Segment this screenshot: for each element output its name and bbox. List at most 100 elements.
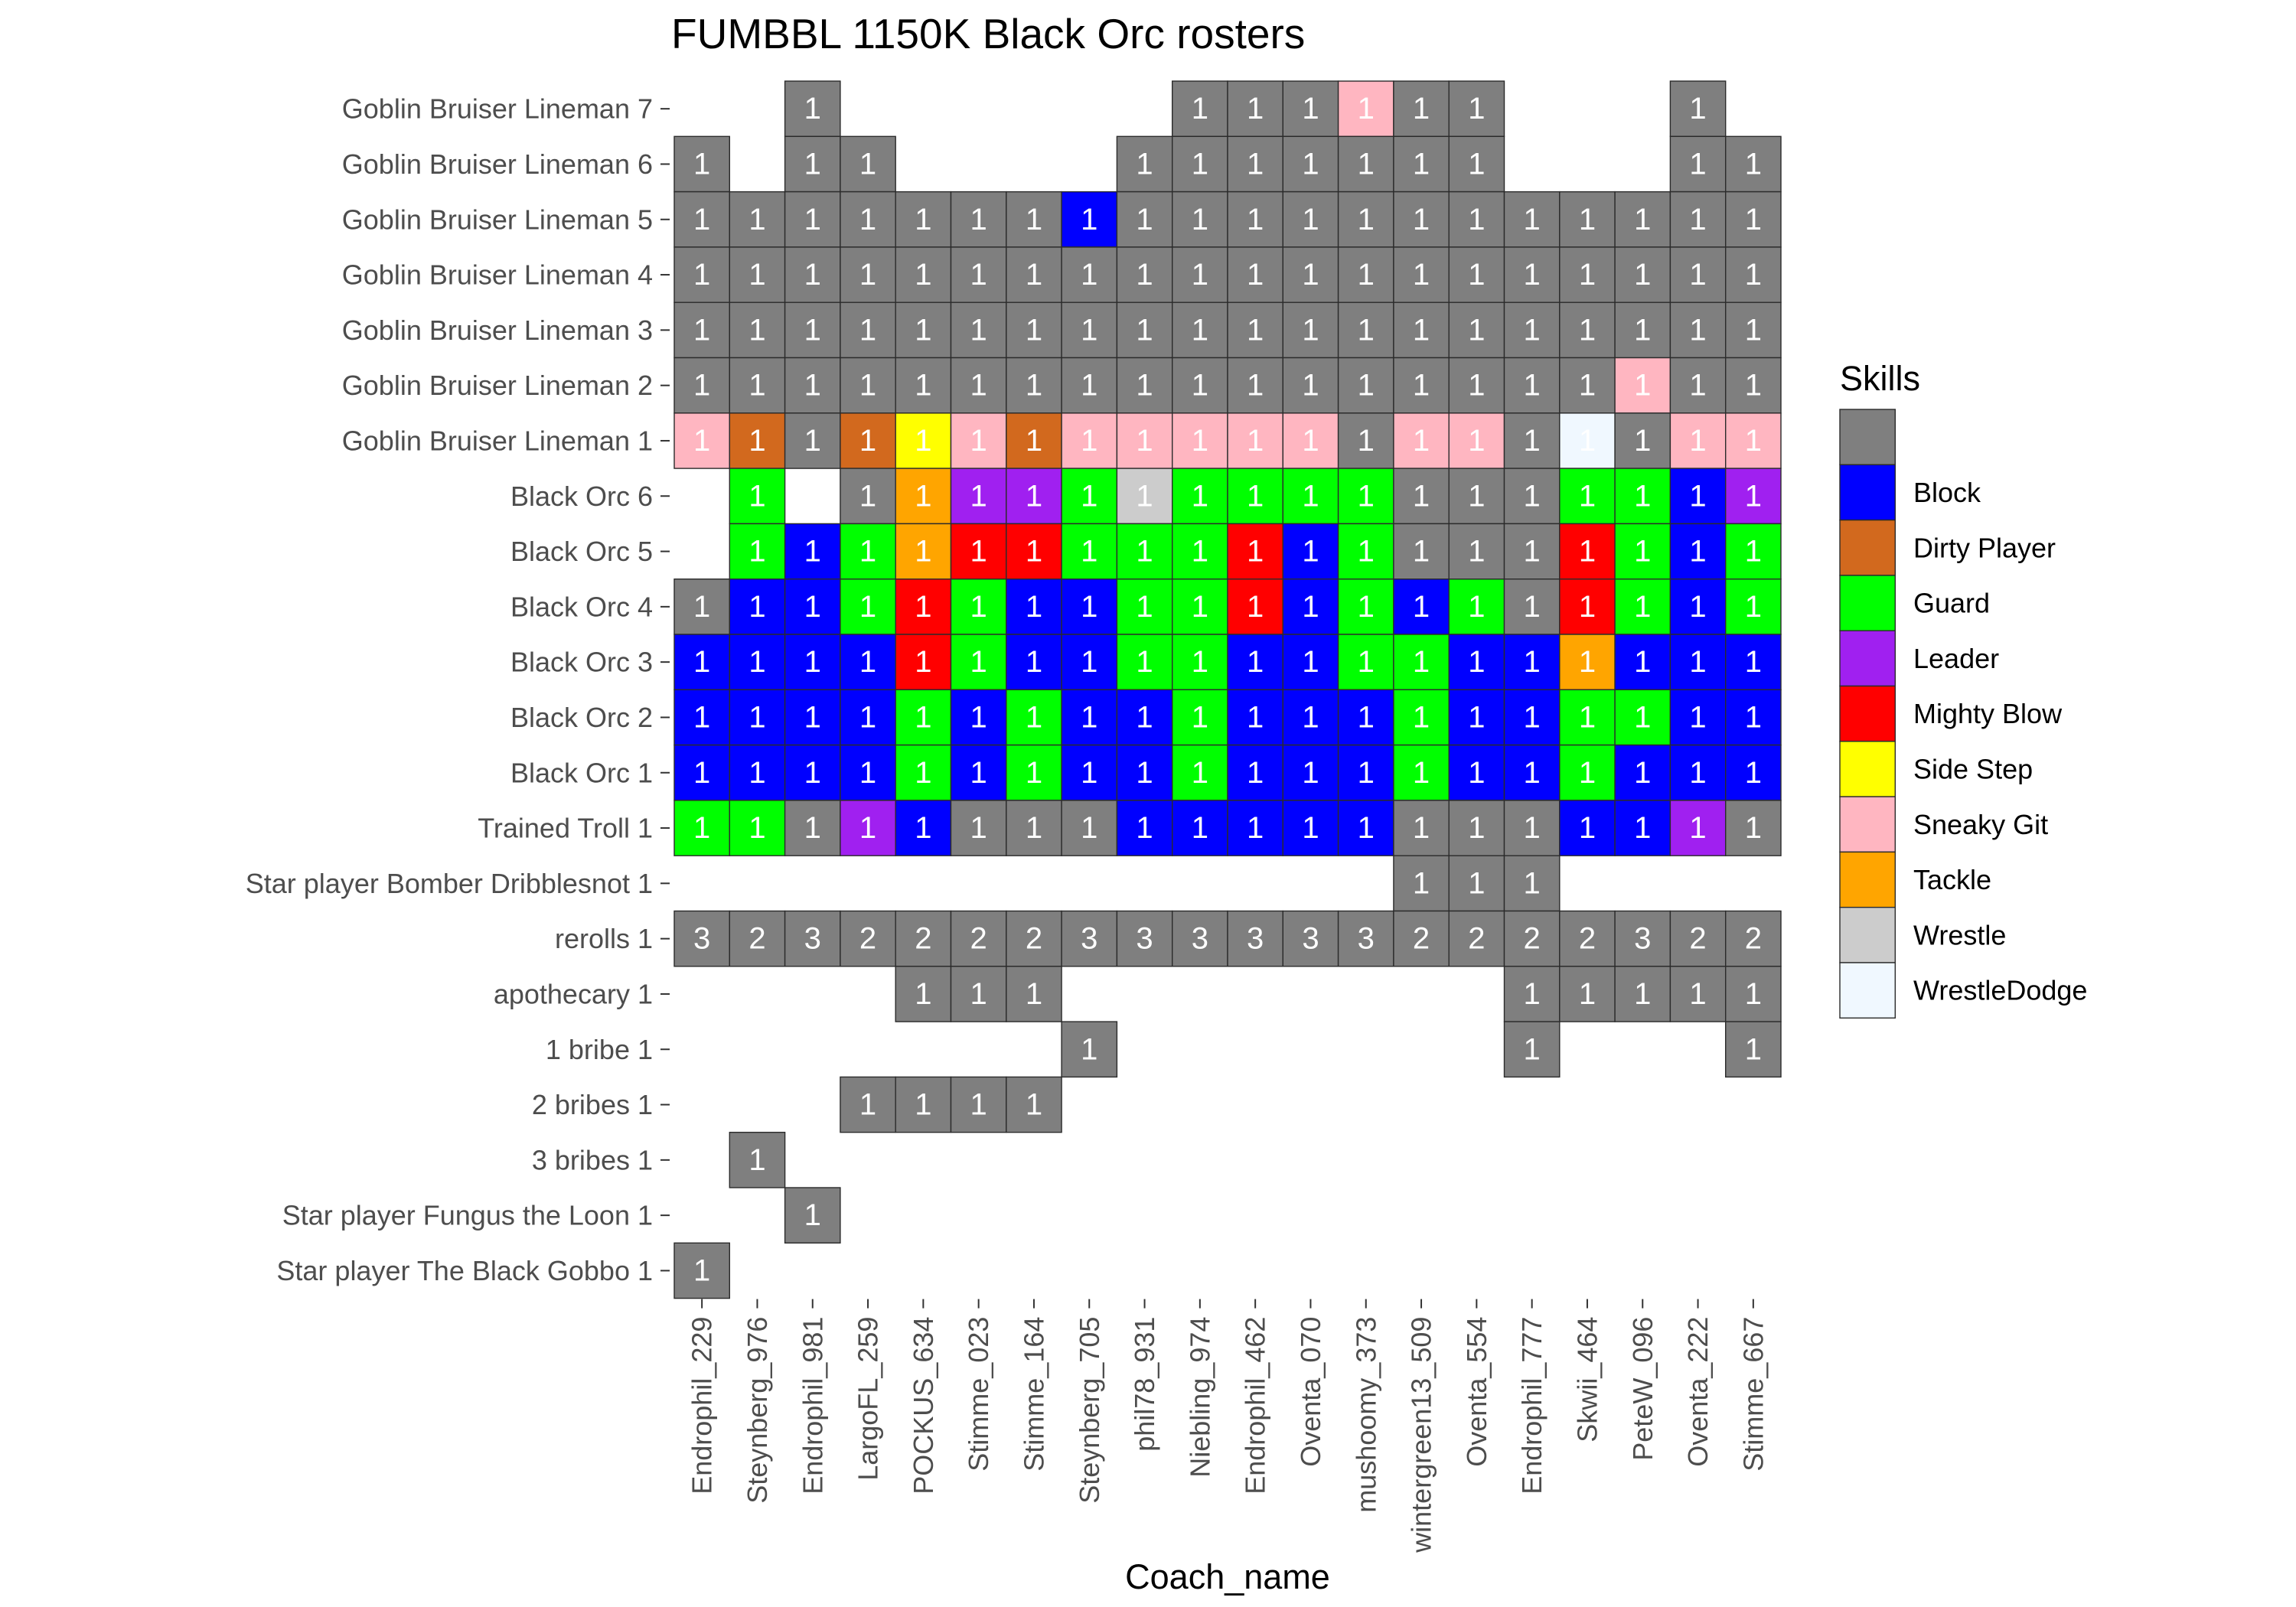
tile-value-label: 1: [1468, 590, 1485, 624]
heatmap-tile: [840, 468, 896, 525]
heatmap-tile: [1503, 855, 1561, 912]
heatmap-tile: [1393, 855, 1450, 912]
tile-value-label: 1: [1358, 700, 1375, 734]
tile-value-label: 2: [1579, 922, 1596, 956]
heatmap-tile: [729, 1131, 786, 1188]
tile-value-label: 1: [1468, 479, 1485, 513]
tile-value-label: 1: [859, 369, 876, 403]
tile-value-label: 1: [1579, 258, 1596, 292]
heatmap-tile: [729, 689, 786, 746]
x-tick-label: LargoFL_259: [853, 1317, 884, 1481]
legend-key: [1839, 575, 1896, 631]
x-tick-label: Steynberg_705: [1074, 1317, 1105, 1504]
tile-value-label: 1: [859, 203, 876, 236]
legend-key: [1839, 630, 1896, 687]
y-tick-label: Goblin Bruiser Lineman 3: [342, 315, 653, 346]
tile-value-label: 1: [970, 977, 987, 1011]
legend-label: Block: [1913, 477, 1981, 508]
legend-label: Side Step: [1913, 753, 2033, 784]
y-tick-label: Goblin Bruiser Lineman 4: [342, 259, 653, 291]
heatmap-tile: [1393, 744, 1450, 801]
tile-value-label: 1: [1247, 92, 1264, 125]
tile-value-label: 1: [1413, 756, 1430, 790]
tile-value-label: 1: [804, 147, 821, 181]
tile-value-label: 1: [1413, 535, 1430, 569]
heatmap-tile: [840, 579, 896, 635]
heatmap-tile: [840, 412, 896, 469]
heatmap-tile: [1724, 191, 1782, 248]
heatmap-tile: [729, 357, 786, 414]
tile-value-label: 1: [693, 645, 710, 679]
heatmap-tile: [895, 1076, 952, 1133]
tile-value-label: 1: [1247, 147, 1264, 181]
legend-key: [1839, 962, 1896, 1019]
tile-value-label: 1: [748, 700, 765, 734]
heatmap-tile: [950, 689, 1007, 746]
tile-value-label: 1: [1468, 535, 1485, 569]
tile-value-label: 1: [748, 811, 765, 845]
heatmap-tile: [840, 689, 896, 746]
heatmap-tile: [1171, 135, 1228, 193]
legend-label: Dirty Player: [1913, 532, 2056, 563]
heatmap-tile: [673, 191, 731, 248]
tile-value-label: 1: [1689, 147, 1706, 181]
heatmap-tile: [1006, 246, 1062, 303]
tile-value-label: 1: [1524, 535, 1541, 569]
tile-value-label: 1: [1302, 479, 1319, 513]
tile-value-label: 1: [1413, 203, 1430, 236]
tile-value-label: 1: [915, 756, 931, 790]
heatmap-tile: [1448, 579, 1505, 635]
heatmap-tile: [1393, 800, 1450, 856]
tile-value-label: 1: [1026, 203, 1042, 236]
heatmap-tile: [673, 412, 731, 469]
heatmap-tile: [673, 800, 731, 856]
tile-value-label: 1: [1026, 811, 1042, 845]
heatmap-tile: [1282, 246, 1339, 303]
tile-value-label: 1: [915, 590, 931, 624]
heatmap-tile: [1614, 191, 1671, 248]
heatmap-tile: [1337, 910, 1394, 967]
y-tick-label: Trained Troll 1: [478, 813, 653, 844]
tile-value-label: 1: [1634, 258, 1651, 292]
tile-value-label: 1: [804, 203, 821, 236]
tile-value-label: 1: [804, 92, 821, 125]
tile-value-label: 1: [1468, 866, 1485, 900]
heatmap-tile: [729, 910, 786, 967]
heatmap-tile: [729, 302, 786, 359]
heatmap-tile: [1061, 800, 1118, 856]
heatmap-tile: [895, 246, 952, 303]
heatmap-tile: [1337, 800, 1394, 856]
heatmap-tile: [1503, 357, 1561, 414]
tile-value-label: 1: [1413, 369, 1430, 403]
heatmap-tile: [1503, 523, 1561, 580]
heatmap-tile: [784, 1187, 841, 1244]
heatmap-tile: [1724, 357, 1782, 414]
heatmap-tile: [950, 634, 1007, 691]
tile-value-label: 1: [859, 590, 876, 624]
tile-value-label: 1: [1026, 424, 1042, 458]
heatmap-tile: [1724, 246, 1782, 303]
tile-value-label: 1: [1634, 700, 1651, 734]
heatmap-tile: [1116, 744, 1173, 801]
heatmap-tile: [895, 634, 952, 691]
legend-label: Leader: [1913, 643, 1999, 674]
tile-value-label: 1: [1026, 479, 1042, 513]
tile-value-label: 1: [1745, 479, 1762, 513]
tile-value-label: 1: [859, 147, 876, 181]
heatmap-tile: [1337, 412, 1394, 469]
heatmap-tile: [1116, 800, 1173, 856]
x-tick-label: Steynberg_976: [742, 1317, 773, 1504]
tile-value-label: 1: [915, 313, 931, 347]
heatmap-tile: [1006, 689, 1062, 746]
heatmap-tile: [1614, 744, 1671, 801]
tile-value-label: 1: [1413, 424, 1430, 458]
legend-label: Sneaky Git: [1913, 809, 2048, 840]
tile-value-label: 1: [1192, 369, 1208, 403]
heatmap-tile: [729, 579, 786, 635]
heatmap-tile: [950, 191, 1007, 248]
tile-value-label: 1: [693, 590, 710, 624]
heatmap-tile: [1393, 246, 1450, 303]
tile-value-label: 1: [1192, 203, 1208, 236]
y-tick-label: Black Orc 2: [510, 702, 653, 733]
tile-value-label: 1: [1689, 424, 1706, 458]
